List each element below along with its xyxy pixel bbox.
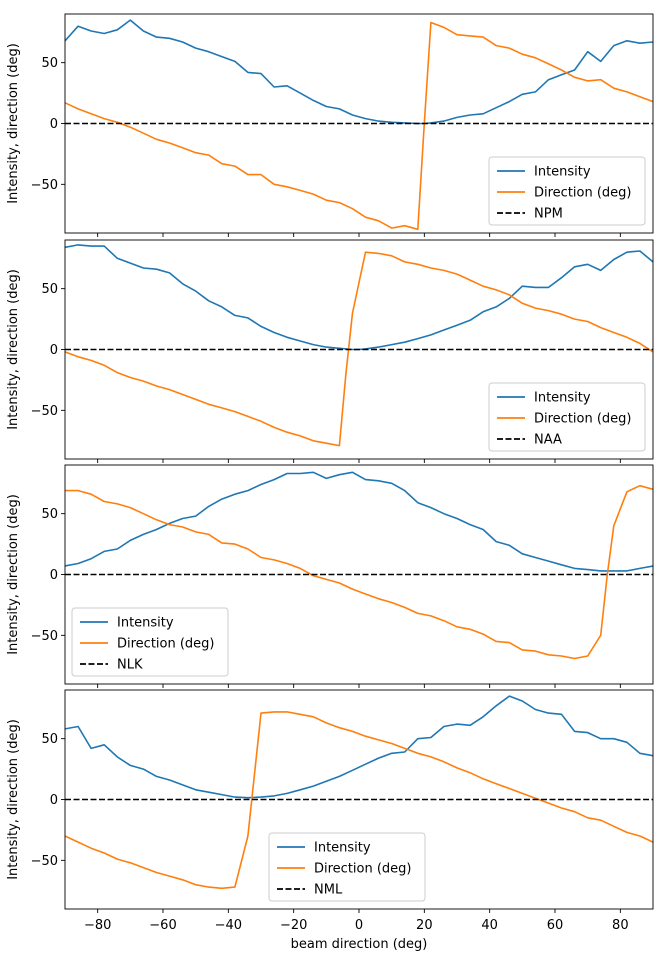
x-tick-label: 20 [416, 918, 433, 933]
x-tick-label: 60 [547, 918, 564, 933]
y-axis-label: Intensity, direction (deg) [6, 494, 21, 655]
legend-box [71, 607, 229, 677]
y-tick-label: 50 [41, 732, 58, 747]
legend-label: NPM [534, 207, 563, 222]
y-tick-label: −50 [31, 854, 58, 869]
legend-box [488, 382, 646, 452]
series-line-intensity [65, 695, 653, 799]
y-tick-label: 50 [41, 56, 58, 71]
legend: Intensity Direction (deg) NLK [71, 607, 229, 677]
y-tick-label: −50 [31, 629, 58, 644]
legend-box [268, 832, 426, 902]
x-tick-label: −40 [215, 918, 242, 933]
chart-panel-4: −50 0 50 −80 −60 −40 −20 0 20 40 60 80 Intensity, di… [6, 689, 654, 952]
series-line-direction-deg- [65, 484, 653, 660]
chart-panel-3: −50 0 50 Intensity, direction (deg) Intensit… [6, 464, 654, 688]
series-line-direction-deg- [65, 21, 653, 231]
y-tick-label: 0 [50, 117, 58, 132]
plot-area [65, 244, 653, 447]
y-tick-label: 50 [41, 282, 58, 297]
legend-label: NAA [534, 433, 562, 448]
legend: Intensity Direction (deg) NPM [488, 156, 646, 226]
series-line-intensity [65, 19, 653, 125]
plot-area [65, 19, 653, 231]
legend-box [488, 156, 646, 226]
legend-label: Intensity [534, 165, 591, 180]
y-tick-label: 0 [50, 793, 58, 808]
y-tick-label: −50 [31, 178, 58, 193]
y-axis-label: Intensity, direction (deg) [6, 43, 21, 204]
series-line-direction-deg- [65, 711, 653, 890]
x-axis-label: beam direction (deg) [291, 937, 428, 952]
legend-label: Direction (deg) [534, 412, 632, 427]
chart-panel-2: −50 0 50 Intensity, direction (deg) Intensit… [6, 239, 654, 463]
y-tick-label: 50 [41, 507, 58, 522]
legend: Intensity Direction (deg) NML [268, 832, 426, 902]
x-tick-label: −20 [280, 918, 307, 933]
legend-label: Direction (deg) [314, 862, 412, 877]
series-line-intensity [65, 244, 653, 351]
y-tick-label: 0 [50, 568, 58, 583]
y-axis-label: Intensity, direction (deg) [6, 719, 21, 880]
y-tick-label: 0 [50, 343, 58, 358]
legend-label: Intensity [314, 841, 371, 856]
chart-panel-1: −50 0 50 Intensity, direction (deg) Intensit… [6, 13, 654, 237]
y-tick-label: −50 [31, 404, 58, 419]
legend-label: NML [314, 883, 343, 898]
series-line-direction-deg- [65, 251, 653, 447]
legend-label: Direction (deg) [534, 186, 632, 201]
legend-label: Intensity [534, 391, 591, 406]
legend-label: NLK [117, 658, 143, 673]
plot-area [65, 695, 653, 890]
x-tick-label: −60 [149, 918, 176, 933]
y-axis-label: Intensity, direction (deg) [6, 269, 21, 430]
x-tick-label: 40 [481, 918, 498, 933]
legend-label: Intensity [117, 616, 174, 631]
x-tick-label: −80 [84, 918, 111, 933]
x-tick-label: 80 [612, 918, 629, 933]
x-tick-label: 0 [355, 918, 363, 933]
legend: Intensity Direction (deg) NAA [488, 382, 646, 452]
plot-area [65, 471, 653, 660]
legend-label: Direction (deg) [117, 637, 215, 652]
series-line-intensity [65, 471, 653, 572]
